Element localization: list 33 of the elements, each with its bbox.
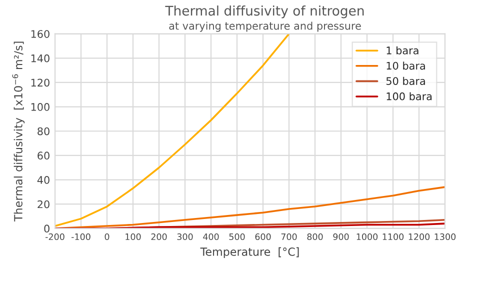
x-tick-label: -100: [72, 233, 90, 240]
x-tick-label: 700: [281, 233, 297, 240]
y-tick-label: 60: [38, 152, 50, 160]
x-tick-label: 800: [307, 233, 323, 240]
chart-subtitle: at varying temperature and pressure: [169, 22, 361, 32]
x-axis-title: Temperature [°C]: [200, 247, 299, 258]
y-tick-label: 120: [31, 78, 50, 87]
x-tick-label: 100: [126, 233, 141, 240]
legend-label: 1 bara: [386, 46, 418, 54]
y-tick-label: 20: [38, 200, 50, 208]
x-tick-label: 600: [255, 233, 271, 240]
x-tick-label: 1300: [434, 233, 456, 240]
x-tick-label: 300: [177, 233, 193, 240]
y-tick-label: 0: [44, 224, 50, 233]
x-tick-label: 900: [333, 233, 349, 240]
x-tick-label: 0: [104, 233, 110, 240]
y-tick-label: 80: [38, 127, 50, 136]
y-tick-label: 160: [31, 30, 50, 38]
x-tick-label: 500: [229, 233, 245, 240]
x-tick-label: 1000: [356, 233, 378, 240]
legend-label: 50 bara: [386, 76, 425, 85]
x-tick-label: -200: [46, 233, 64, 240]
legend-label: 100 bara: [386, 92, 432, 100]
y-axis-title: Thermal diffusivity [x10$^{−6}$ m²/s]: [12, 42, 25, 222]
chart-title: Thermal diffusivity of nitrogen: [165, 5, 364, 18]
x-tick-label: 1200: [408, 233, 430, 240]
legend-label: 10 bara: [386, 62, 425, 70]
y-tick-label: 100: [31, 103, 50, 111]
y-tick-label: 140: [31, 54, 50, 62]
y-tick-label: 40: [37, 176, 50, 184]
x-tick-label: 200: [151, 233, 167, 240]
x-tick-label: 1100: [382, 233, 404, 240]
x-tick-label: 400: [203, 233, 219, 240]
